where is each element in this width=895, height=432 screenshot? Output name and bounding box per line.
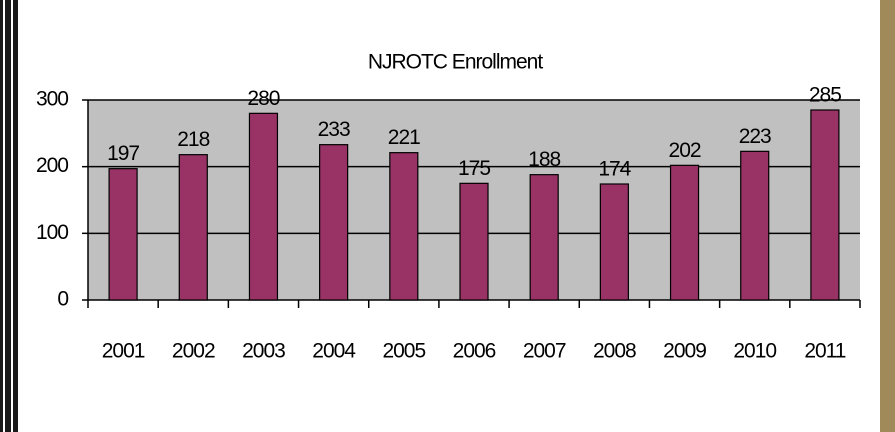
chart-title: NJROTC Enrollment (368, 51, 544, 74)
data-label: 233 (318, 118, 350, 141)
x-tick-label: 2005 (382, 340, 425, 363)
data-label: 221 (388, 126, 420, 149)
y-tick-label: 0 (57, 288, 68, 311)
x-tick-label: 2006 (453, 340, 496, 363)
data-label: 202 (669, 139, 701, 162)
data-label: 175 (458, 157, 490, 180)
bar (390, 153, 418, 300)
y-tick-label: 300 (36, 88, 68, 111)
x-tick-label: 2010 (733, 340, 776, 363)
bar (109, 169, 137, 300)
data-label: 174 (598, 158, 631, 181)
data-label: 197 (107, 142, 139, 165)
bar (530, 175, 558, 300)
data-label: 218 (177, 128, 209, 151)
x-tick-label: 2002 (172, 340, 215, 363)
bar (179, 155, 207, 300)
bar (811, 110, 839, 300)
bar (741, 151, 769, 300)
x-tick-label: 2007 (523, 340, 566, 363)
chart: NJROTC Enrollment 0 100 200 300 2001 197 2002 2… (0, 0, 895, 432)
bar (460, 183, 488, 300)
y-tick-label: 100 (36, 221, 68, 244)
data-label: 285 (809, 84, 841, 107)
data-label: 188 (528, 148, 560, 171)
x-tick-label: 2001 (102, 340, 145, 363)
x-tick-label: 2009 (663, 340, 706, 363)
bar (320, 145, 348, 300)
x-tick-label: 2003 (242, 340, 285, 363)
x-tick-label: 2011 (804, 340, 845, 363)
x-tick-label: 2008 (593, 340, 636, 363)
data-label: 280 (247, 87, 279, 110)
bar (671, 165, 699, 300)
bar (249, 113, 277, 300)
x-tick-label: 2004 (312, 340, 356, 363)
photo-edge (880, 0, 895, 432)
data-label: 223 (739, 125, 771, 148)
y-tick-label: 200 (36, 154, 68, 177)
bar (600, 184, 628, 300)
